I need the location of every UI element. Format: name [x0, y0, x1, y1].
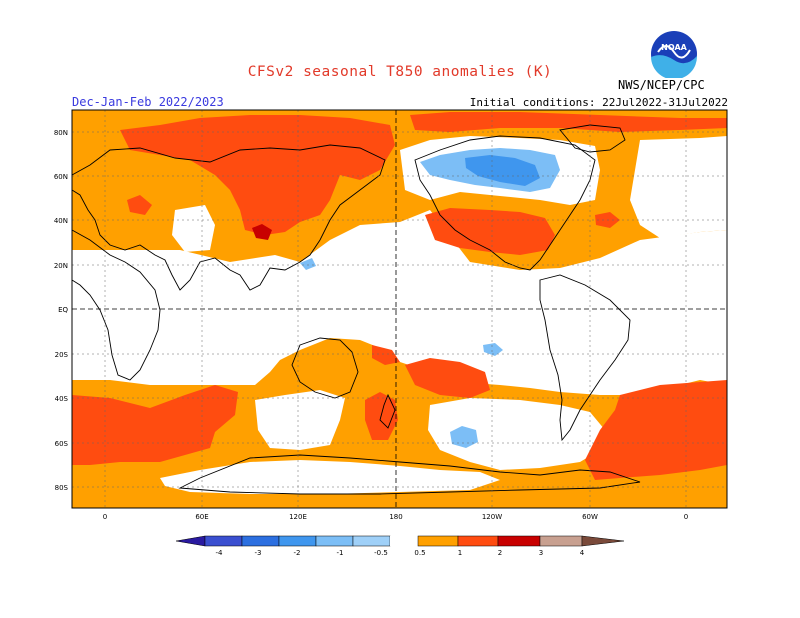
neutral-antarctic [160, 460, 500, 494]
colorbar-swatch [417, 535, 459, 547]
warm-anomaly-1-2-north-atlantic [410, 112, 727, 132]
agency-label: NWS/NCEP/CPC [618, 78, 705, 92]
lon-label: 0 [103, 513, 107, 521]
colorbar-label: -0.5 [374, 549, 388, 557]
warm-anomaly-1-2-siberia [120, 115, 395, 235]
lat-label: 80S [55, 484, 69, 492]
neutral-tropics [72, 210, 727, 395]
colorbar-label: -4 [216, 549, 224, 557]
logo-text: NOAA [661, 43, 687, 52]
colorbar-label: -3 [255, 549, 262, 557]
lat-label: 60S [55, 440, 69, 448]
lat-label: 60N [54, 173, 68, 181]
colorbar-label: 4 [580, 549, 585, 557]
lat-label: 80N [54, 129, 68, 137]
colorbar: -4 -3 -2 -1 -0.5 0.5 1 2 3 4 [175, 535, 625, 557]
colorbar-label: -2 [294, 549, 301, 557]
lat-label: 20S [55, 351, 69, 359]
neutral-central-asia [172, 205, 215, 252]
lon-label: 60W [582, 513, 598, 521]
lat-label: 40N [54, 217, 68, 225]
neutral-atlantic [630, 136, 727, 238]
colorbar-arrow-low [175, 535, 206, 547]
colorbar-swatch [539, 535, 583, 547]
coastlines [72, 124, 641, 495]
graticule [72, 110, 727, 508]
colorbar-label: 1 [458, 549, 462, 557]
colorbar-label: 0.5 [414, 549, 425, 557]
map-frame [71, 109, 728, 509]
colorbar-swatch [352, 535, 391, 547]
colorbar-swatch [457, 535, 499, 547]
lat-label: 40S [55, 395, 69, 403]
lon-label: 0 [684, 513, 688, 521]
colorbar-label: -1 [337, 549, 344, 557]
colorbar-swatch [204, 535, 243, 547]
forecast-period: Dec-Jan-Feb 2022/2023 [72, 95, 224, 109]
warm-anomaly-1-2-south-atlantic [585, 380, 727, 480]
latitude-labels: 80N 60N 40N 20N EQ 20S 40S 60S 80S [54, 129, 69, 492]
cold-anomaly-light-southern [450, 426, 478, 448]
warm-anomaly-1-2-south-indian [72, 385, 238, 465]
colorbar-label: 3 [539, 549, 543, 557]
colorbar-arrow-high [581, 535, 625, 547]
warm-anomaly-1-2-south-pacific [405, 358, 490, 398]
initial-conditions: Initial conditions: 22Jul2022-31Jul2022 [469, 96, 728, 109]
cold-anomaly-medium-canada [465, 155, 540, 186]
cold-anomaly-light-pacific [483, 343, 503, 356]
neutral-south-indian [255, 390, 345, 450]
warm-anomaly-1-2-coral [372, 345, 400, 365]
colorbar-swatch [390, 536, 418, 546]
colorbar-swatch [315, 535, 354, 547]
map-title: CFSv2 seasonal T850 anomalies (K) [247, 64, 553, 80]
longitude-labels: 0 60E 120E 180 120W 60W 0 [103, 513, 688, 521]
colorbar-swatch [278, 535, 317, 547]
lon-label: 120E [289, 513, 307, 521]
lat-label: EQ [58, 306, 68, 314]
cold-anomaly-light-asia [300, 258, 316, 270]
lon-label: 60E [195, 513, 208, 521]
colorbar-label: 2 [498, 549, 502, 557]
colorbar-swatch [497, 535, 541, 547]
lat-label: 20N [54, 262, 68, 270]
colorbar-swatch [241, 535, 280, 547]
noaa-logo: NOAA [651, 31, 698, 78]
warm-anomaly-1-2-arctic-africa [127, 195, 152, 215]
lon-label: 180 [389, 513, 402, 521]
warm-anomaly-2-3-china [252, 224, 272, 240]
lon-label: 120W [482, 513, 502, 521]
